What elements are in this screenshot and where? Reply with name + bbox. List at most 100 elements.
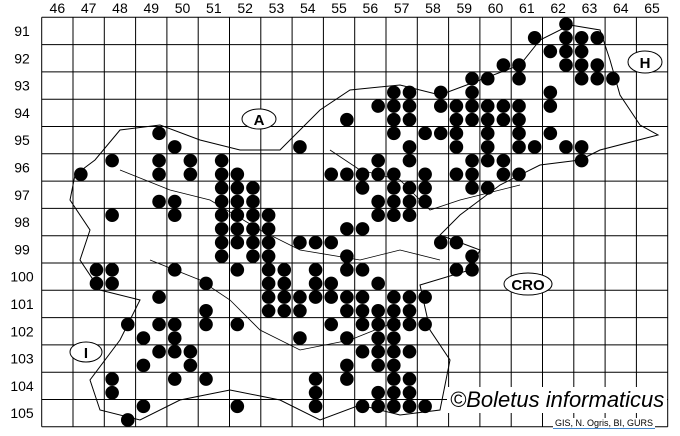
column-label: 59 (456, 0, 472, 16)
record-dot (387, 208, 401, 223)
record-dot (230, 167, 245, 182)
column-label: 55 (331, 0, 347, 16)
record-dot (199, 317, 213, 332)
record-dot (465, 167, 479, 182)
record-dot (371, 317, 385, 332)
record-dot (136, 399, 151, 414)
record-dot (402, 181, 417, 195)
record-dot (230, 399, 245, 414)
column-label: 65 (644, 0, 660, 16)
column-label: 51 (206, 0, 222, 16)
record-dot (371, 331, 385, 345)
record-dot (496, 99, 511, 113)
record-dot (512, 140, 526, 154)
record-dot (105, 153, 119, 168)
record-dot (590, 30, 605, 45)
record-dot (465, 263, 479, 277)
row-label: 100 (10, 269, 34, 285)
record-dot (340, 222, 354, 236)
row-labels: 91 92 93 94 95 96 97 98 99 100 101 102 103 104 105 (10, 23, 34, 421)
record-dot (480, 153, 495, 168)
record-dot (246, 208, 260, 223)
column-label: 58 (425, 0, 441, 16)
column-label: 64 (613, 0, 629, 16)
row-label: 104 (10, 378, 34, 394)
row-label: 102 (10, 323, 34, 339)
record-dot (183, 153, 198, 168)
column-label: 63 (582, 0, 598, 16)
record-dot (214, 222, 229, 236)
record-dot (418, 194, 432, 209)
record-dot (418, 317, 432, 332)
record-dot (402, 153, 417, 168)
record-dot (480, 140, 495, 154)
record-dot (152, 126, 166, 141)
record-dot (230, 235, 245, 250)
record-dot (308, 372, 323, 386)
record-dot (418, 167, 432, 182)
record-dot (105, 372, 119, 386)
record-dot (527, 140, 542, 154)
record-dot (371, 167, 385, 182)
record-dot (465, 85, 479, 100)
record-dot (418, 290, 432, 304)
record-dot (449, 112, 464, 127)
record-dot (214, 208, 229, 223)
record-dot (559, 17, 573, 31)
record-dot (167, 317, 182, 332)
record-dot (167, 263, 182, 277)
record-dot (340, 372, 354, 386)
record-dot (387, 112, 401, 127)
row-label: 101 (10, 296, 34, 312)
record-dot (261, 222, 276, 236)
record-dot (308, 276, 323, 291)
record-dot (214, 181, 229, 195)
record-dot (230, 181, 245, 195)
record-dot (214, 194, 229, 209)
record-dot (355, 303, 370, 318)
record-dot (230, 317, 245, 332)
record-dot (387, 167, 401, 182)
column-label: 57 (394, 0, 410, 16)
record-dot (512, 58, 526, 72)
column-label: 61 (519, 0, 535, 16)
record-dot (293, 290, 307, 304)
record-dot (230, 263, 245, 277)
record-dot (449, 126, 464, 141)
row-label: 95 (14, 132, 30, 148)
grid-lines (41, 16, 669, 428)
record-dot (230, 194, 245, 209)
record-dot (590, 71, 605, 86)
record-dot (340, 112, 354, 127)
record-dot (387, 344, 401, 359)
copyright-text: ©Boletus informaticus (447, 387, 668, 413)
column-label: 52 (237, 0, 253, 16)
record-dot (496, 167, 511, 182)
record-dot (387, 99, 401, 113)
record-dot (449, 140, 464, 154)
record-dot (387, 317, 401, 332)
record-dot (387, 399, 401, 414)
record-dot (246, 222, 260, 236)
record-dot (105, 276, 119, 291)
record-dot (402, 140, 417, 154)
record-dot (293, 303, 307, 318)
record-dot (402, 112, 417, 127)
record-dot (152, 153, 166, 168)
record-dot (230, 222, 245, 236)
column-label: 56 (363, 0, 379, 16)
record-dot (480, 71, 495, 86)
record-dot (559, 140, 573, 154)
record-dot (355, 181, 370, 195)
record-dot (308, 235, 323, 250)
record-dot (136, 331, 151, 345)
record-dot (402, 85, 417, 100)
record-dot (199, 303, 213, 318)
record-dot (387, 85, 401, 100)
record-dot (261, 290, 276, 304)
label-hungary: H (627, 50, 663, 74)
record-dot (543, 44, 558, 59)
column-label: 47 (81, 0, 97, 16)
record-dot (512, 99, 526, 113)
